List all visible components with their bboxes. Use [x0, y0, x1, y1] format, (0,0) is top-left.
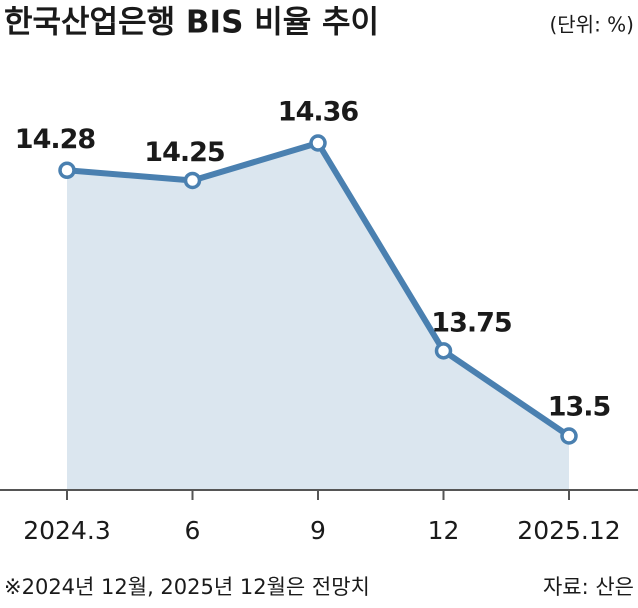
marker	[309, 134, 327, 152]
data-label: 13.5	[548, 392, 611, 423]
footnote: ※2024년 12월, 2025년 12월은 전망치	[4, 575, 370, 599]
data-label: 13.75	[431, 307, 511, 338]
x-tick-label: 6	[185, 516, 201, 545]
chart-title: 한국산업은행 BIS 비율 추이	[4, 5, 379, 41]
area	[67, 143, 569, 490]
data-label: 14.36	[278, 97, 359, 128]
marker	[434, 342, 453, 360]
x-tick-label: 2025.12	[517, 516, 620, 545]
data-label: 14.28	[15, 124, 96, 155]
x-tick-label: 2024.3	[23, 516, 110, 545]
x-tick-label: 9	[310, 516, 326, 545]
marker	[183, 171, 202, 190]
x-tick-label: 12	[428, 516, 460, 545]
unit-label: (단위: %)	[549, 13, 634, 37]
data-label: 14.25	[144, 137, 224, 168]
marker	[58, 161, 76, 180]
marker	[560, 427, 578, 445]
source: 자료: 산은	[543, 575, 634, 599]
